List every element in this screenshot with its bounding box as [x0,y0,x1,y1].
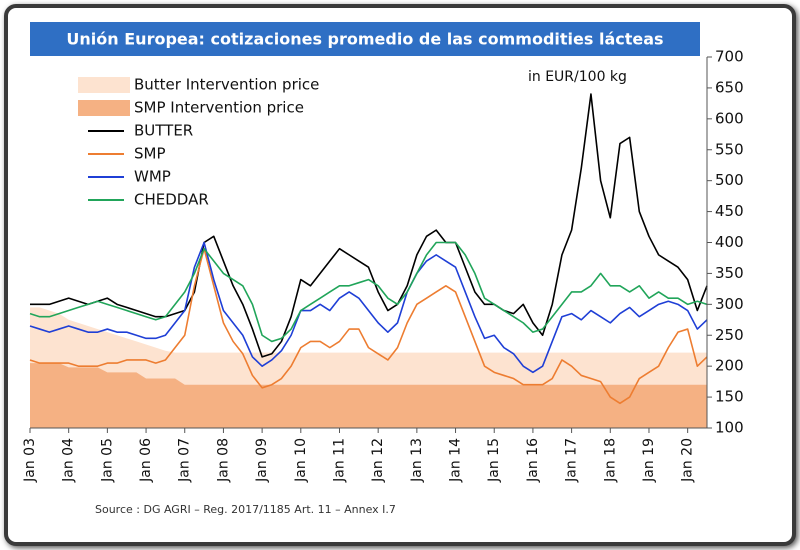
legend-label: SMP [134,145,166,163]
legend-swatch [78,100,130,116]
x-tick-label: Jan 11 [331,438,347,483]
x-tick-label: Jan 07 [177,438,193,483]
x-tick-label: Jan 12 [370,438,386,483]
x-tick-label: Jan 08 [215,438,231,483]
legend-label: SMP Intervention price [134,99,304,117]
y-tick-label: 450 [715,202,744,220]
line [29,241,708,374]
x-tick-label: Jan 16 [525,438,541,483]
x-tick-label: Jan 17 [564,438,580,483]
y-tick-label: 700 [715,48,744,66]
line [29,241,708,343]
x-tick-label: Jan 15 [486,438,502,483]
title-box [30,22,700,56]
y-tick-label: 400 [715,233,744,251]
line [30,93,708,358]
x-tick-label: Jan 20 [680,438,696,483]
x-tick-label: Jan 13 [409,438,425,483]
x-tick-label: Jan 05 [99,438,115,483]
x-tick-label: Jan 06 [138,438,154,483]
legend-label: Butter Intervention price [134,76,319,94]
y-tick-label: 650 [715,78,744,96]
legend-swatch [78,77,130,93]
line [29,247,708,405]
chart-title: Unión Europea: cotizaciones promedio de … [66,30,663,49]
area [30,363,707,428]
legend-label: CHEDDAR [134,191,209,209]
legend-label: WMP [134,168,171,186]
y-tick-label: 300 [715,295,744,313]
y-tick-label: 350 [715,264,744,282]
y-tick-label: 600 [715,109,744,127]
x-tick-label: Jan 10 [293,438,309,483]
annotation: in EUR/100 kg [528,69,627,85]
y-tick-label: 100 [715,419,744,437]
y-tick-label: 200 [715,357,744,375]
y-tick-label: 250 [715,326,744,344]
x-tick-label: Jan 18 [602,438,618,483]
x-tick-label: Jan 14 [448,438,464,483]
frame [4,4,796,546]
source-note: Source : DG AGRI – Reg. 2017/1185 Art. 1… [95,503,396,516]
x-tick-label: Jan 03 [22,438,38,483]
y-tick-label: 550 [715,140,744,158]
x-tick-label: Jan 09 [254,438,270,483]
x-tick-label: Jan 04 [61,438,77,483]
y-tick-label: 150 [715,388,744,406]
y-tick-label: 500 [715,171,744,189]
x-tick-label: Jan 19 [641,438,657,483]
legend-label: BUTTER [134,122,193,140]
